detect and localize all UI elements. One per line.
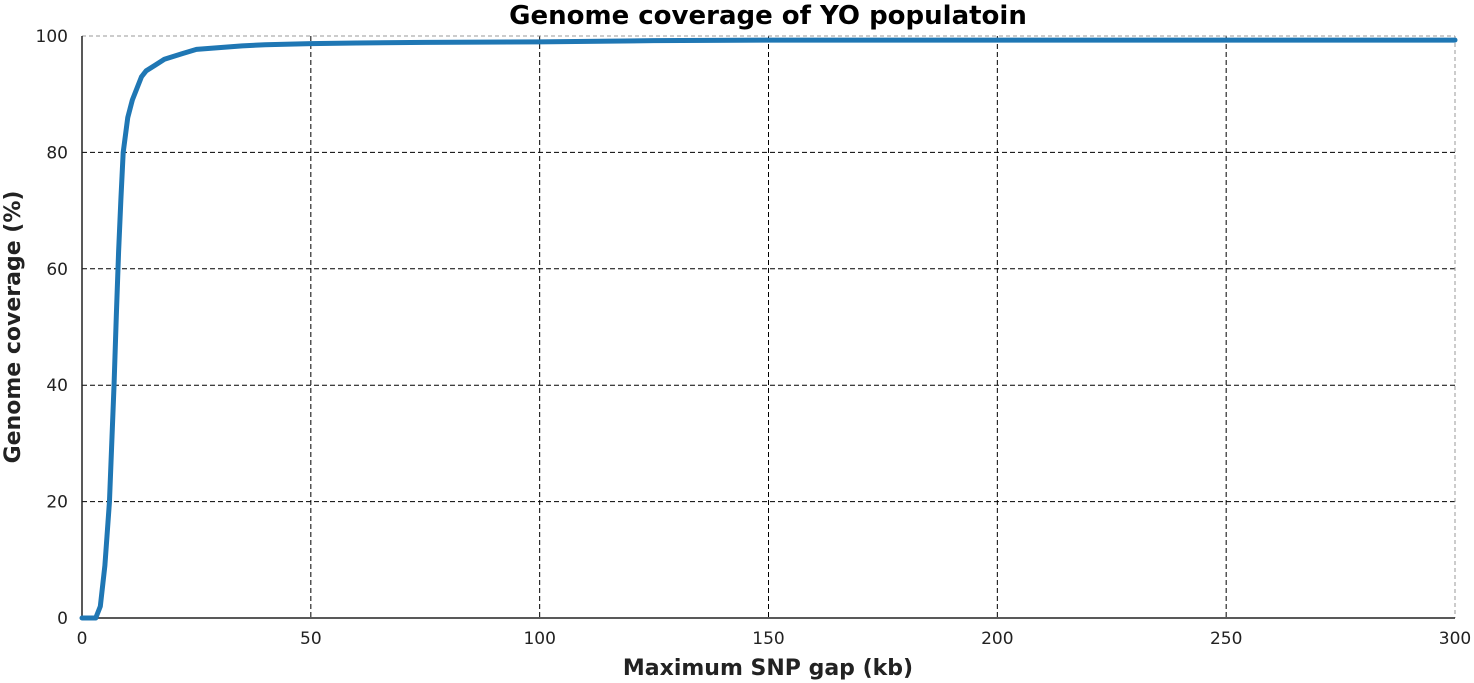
y-tick-label-3: 60 [46,260,68,280]
grid-lines [82,36,1455,618]
x-tick-label-1: 50 [300,629,322,649]
y-tick-label-5: 100 [36,27,68,47]
x-tick-label-4: 200 [981,629,1013,649]
y-axis-label: Genome coverage (%) [1,191,26,464]
x-tick-label-2: 100 [523,629,555,649]
x-tick-labels: 0 50 100 150 200 250 300 [77,629,1472,649]
x-tick-label-0: 0 [77,629,88,649]
y-tick-label-1: 20 [46,493,68,513]
chart-title: Genome coverage of YO populatoin [509,1,1027,31]
coverage-line [79,37,1458,621]
x-tick-label-6: 300 [1439,629,1471,649]
x-tick-label-5: 250 [1210,629,1242,649]
y-tick-label-4: 80 [46,143,68,163]
y-tick-label-2: 40 [46,376,68,396]
plot-frame [81,35,1456,619]
y-tick-labels: 0 20 40 60 80 100 [36,27,68,629]
y-tick-label-0: 0 [57,609,68,629]
x-axis-label: Maximum SNP gap (kb) [623,656,913,681]
x-tick-label-3: 150 [752,629,784,649]
